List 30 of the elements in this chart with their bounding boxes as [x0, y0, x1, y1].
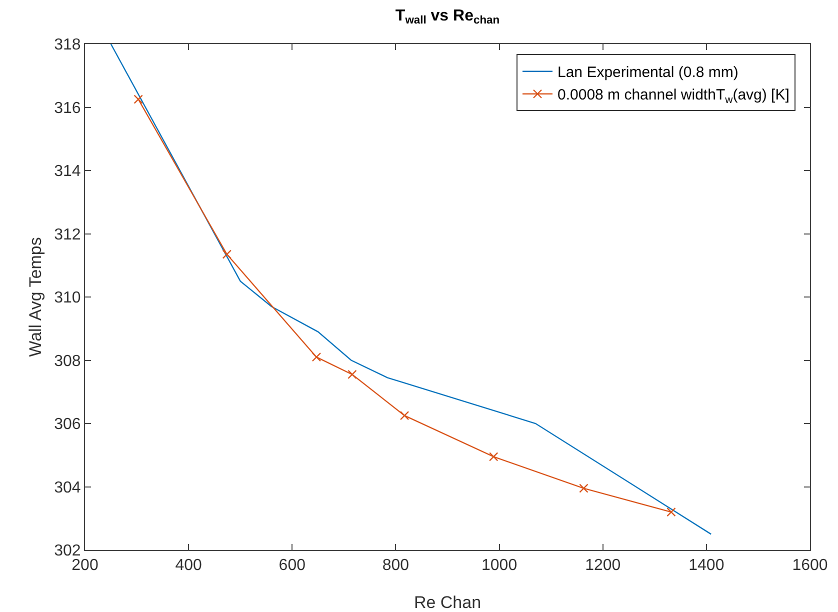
x-tick-label: 1000 — [481, 557, 518, 574]
point — [348, 370, 357, 380]
x-tick-label: 200 — [72, 557, 98, 574]
legend-label: Lan Experimental (0.8 mm) — [558, 64, 738, 82]
x-tick-label: 1600 — [792, 557, 828, 574]
x-tick-label: 800 — [382, 557, 410, 574]
point — [579, 484, 588, 493]
y-tick-label: 312 — [54, 226, 81, 244]
y-tick-label: 310 — [54, 290, 81, 307]
y-tick-label: 308 — [54, 352, 81, 370]
point — [312, 352, 322, 362]
point — [400, 410, 410, 420]
point — [134, 94, 143, 104]
x-tick-label: 600 — [278, 557, 306, 574]
point — [222, 250, 232, 259]
x-tick-label: 1200 — [585, 557, 621, 574]
x-axis-title: Re Chan — [414, 593, 482, 612]
x-tick-label: 400 — [175, 557, 202, 574]
x-tick-label: 1400 — [688, 557, 724, 574]
y-axis-title: Wall Avg Temps — [26, 237, 45, 357]
y-tick-label: 314 — [54, 163, 81, 180]
point — [488, 452, 498, 462]
y-tick-label: 306 — [54, 416, 81, 434]
point — [666, 507, 676, 517]
chart-title: T$_{wall}$ vs Re$_{chan}$ — [395, 7, 500, 27]
y-tick-label: 318 — [54, 36, 81, 54]
y-tick-label: 316 — [54, 100, 81, 117]
y-tick-label: 304 — [54, 479, 81, 496]
legend-label: 0.0008 m channel widthT$_{w}$(avg) [K] — [558, 86, 790, 106]
y-tick-label: 302 — [54, 542, 81, 560]
